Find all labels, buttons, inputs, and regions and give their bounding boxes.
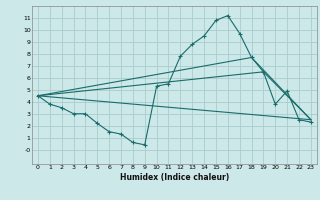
- X-axis label: Humidex (Indice chaleur): Humidex (Indice chaleur): [120, 173, 229, 182]
